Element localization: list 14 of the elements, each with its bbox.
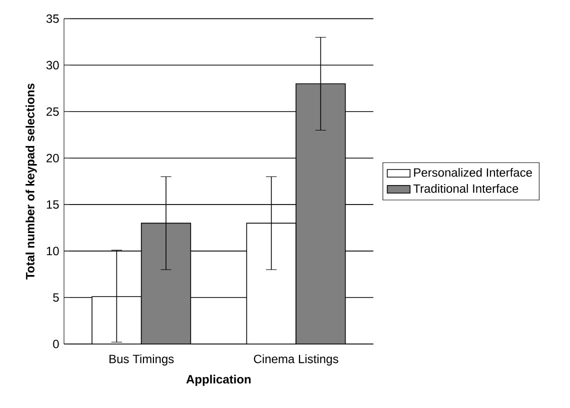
y-tick-label: 10 bbox=[46, 246, 59, 256]
y-tick-label: 15 bbox=[46, 200, 59, 209]
x-tick-label: Bus Timings bbox=[110, 354, 174, 366]
x-axis-title: Application bbox=[186, 374, 251, 386]
legend-label: Personalized Interface bbox=[414, 168, 532, 177]
legend-label: Traditional Interface bbox=[413, 184, 518, 193]
y-tick-label: 20 bbox=[46, 154, 59, 162]
y-tick-label: 5 bbox=[53, 293, 59, 302]
y-tick-label: 25 bbox=[46, 107, 59, 116]
y-tick-label: 35 bbox=[46, 14, 59, 23]
y-tick-label: 30 bbox=[46, 60, 59, 70]
x-tick-label: Cinema Listings bbox=[254, 354, 338, 366]
y-axis-title: Total number of keypad selections bbox=[26, 84, 37, 280]
y-tick-label: 0 bbox=[53, 340, 59, 348]
